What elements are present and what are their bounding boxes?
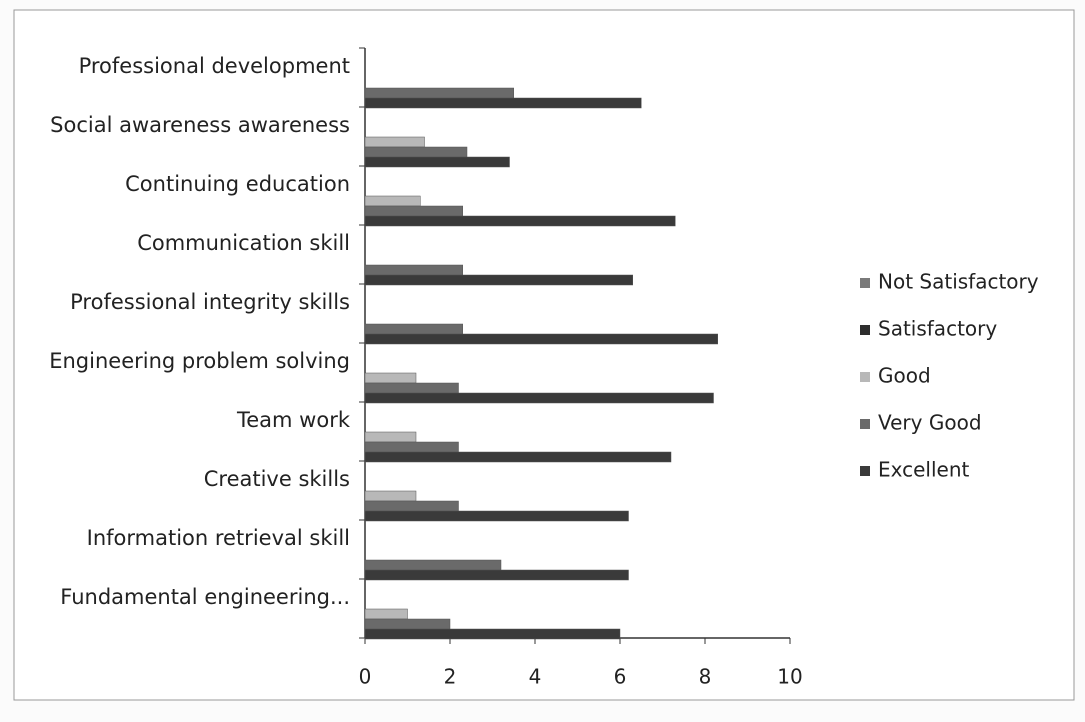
legend-swatch (860, 278, 870, 288)
legend-label: Excellent (878, 458, 970, 482)
bar (364, 618, 451, 630)
bar (364, 156, 510, 168)
bar (364, 274, 633, 286)
legend-swatch (860, 466, 870, 476)
legend-swatch (860, 419, 870, 429)
legend-label: Good (878, 364, 931, 388)
y-tick-label: Continuing education (125, 172, 350, 196)
bar (364, 569, 629, 581)
bar (364, 215, 676, 227)
legend-label: Very Good (878, 411, 982, 435)
x-tick-label: 8 (699, 665, 712, 689)
bar (364, 195, 421, 207)
y-tick-label: Professional development (78, 54, 350, 78)
legend-swatch (860, 325, 870, 335)
legend-label: Not Satisfactory (878, 270, 1039, 294)
bar (364, 441, 459, 453)
bar (364, 500, 459, 512)
x-tick-label: 6 (614, 665, 627, 689)
bar (364, 490, 417, 502)
bar (364, 382, 459, 394)
bar (364, 431, 417, 443)
legend-swatch (860, 372, 870, 382)
x-tick-label: 2 (444, 665, 457, 689)
y-tick-label: Engineering problem solving (49, 349, 350, 373)
bar (364, 87, 514, 99)
bar (364, 333, 718, 345)
bar (364, 392, 714, 404)
y-tick-label: Professional integrity skills (70, 290, 350, 314)
x-tick-label: 10 (777, 665, 802, 689)
bar (364, 510, 629, 522)
y-tick-label: Creative skills (203, 467, 350, 491)
y-tick-label: Team work (237, 408, 350, 432)
bar (364, 264, 463, 276)
y-tick-label: Information retrieval skill (86, 526, 350, 550)
bar (364, 451, 672, 463)
bar (364, 323, 463, 335)
bar (364, 146, 468, 158)
chart-border (13, 9, 1075, 701)
y-tick-label: Communication skill (137, 231, 350, 255)
bar (364, 559, 502, 571)
x-tick-label: 4 (529, 665, 542, 689)
bar (364, 136, 425, 148)
bar (364, 628, 621, 640)
y-tick-label: Social awareness awareness (50, 113, 350, 137)
legend-label: Satisfactory (878, 317, 997, 341)
x-tick-label: 0 (359, 665, 372, 689)
bar (364, 608, 408, 620)
bar (364, 205, 463, 217)
bar (364, 372, 417, 384)
bar (364, 97, 642, 109)
y-tick-label: Fundamental engineering... (60, 585, 350, 609)
